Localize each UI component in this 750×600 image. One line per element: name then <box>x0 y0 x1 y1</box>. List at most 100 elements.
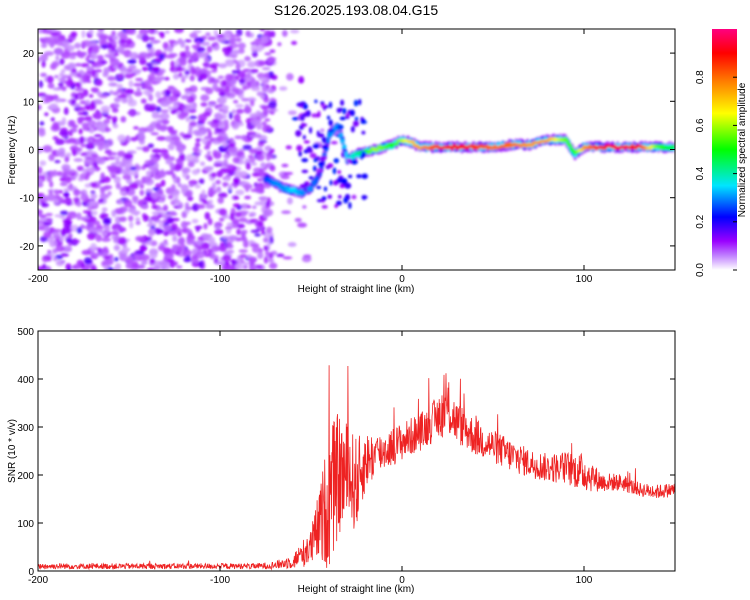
spectrogram-noise-blob <box>85 263 90 270</box>
spectrogram-noise-blob <box>250 99 255 107</box>
spectrogram-noise-blob <box>48 189 53 195</box>
spectrogram-noise-blob <box>227 170 235 177</box>
spectrogram-noise-blob <box>221 108 229 115</box>
spectrogram-noise-blob <box>158 220 164 229</box>
x-tick-label: -200 <box>28 274 48 285</box>
spectrogram-noise-blob <box>47 195 52 201</box>
spectrogram-transition-blob <box>323 186 328 192</box>
spectrogram-noise-blob <box>145 62 153 67</box>
spectrogram-noise-blob <box>263 233 271 239</box>
spectrogram-noise-blob <box>207 36 217 41</box>
spectrogram-noise-blob <box>59 130 69 137</box>
spectrogram-noise-blob <box>255 153 265 162</box>
spectrogram-noise-blob <box>66 266 72 270</box>
spectrogram-noise-blob <box>185 116 190 122</box>
spectrogram-transition-blob <box>361 130 366 135</box>
spectrogram-noise-blob <box>48 153 55 162</box>
spectrogram-noise-blob <box>117 64 122 69</box>
spectrogram-transition-blob <box>356 174 362 179</box>
spectrogram-noise-blob <box>287 242 297 247</box>
spectrogram-noise-blob <box>198 260 204 269</box>
spectrogram-noise-blob <box>164 135 172 142</box>
spectrogram-transition-blob <box>353 99 359 107</box>
spectrogram-noise-blob <box>98 94 108 99</box>
spectrogram-noise-blob <box>242 239 249 248</box>
spectrogram-noise-blob <box>268 108 279 112</box>
spectrogram-noise-blob <box>191 218 199 224</box>
spectrogram-noise-blob <box>232 50 240 56</box>
spectrogram-noise-blob <box>100 136 105 142</box>
spectrogram-noise-blob <box>269 236 274 244</box>
colorbar-tick-label: 0.0 <box>695 263 706 277</box>
spectrogram-noise-blob <box>139 245 148 252</box>
spectrogram-noise-blob <box>170 223 178 231</box>
spectrogram-noise-blob <box>55 55 60 61</box>
spectrogram-noise-blob <box>267 57 275 64</box>
spectrogram-noise-blob <box>64 156 69 163</box>
spectrogram-noise-blob <box>238 217 248 223</box>
spectrogram-noise-blob <box>199 73 208 80</box>
spectrogram-transition-blob <box>341 151 346 158</box>
spectrogram-noise-blob <box>187 161 195 168</box>
spectrogram-noise-blob <box>135 220 141 226</box>
spectrogram-noise-blob <box>180 94 190 100</box>
spectrogram-noise-blob <box>76 165 84 172</box>
spectrogram-noise-blob <box>80 152 88 157</box>
spectrogram-noise-blob <box>148 219 153 224</box>
spectrogram-noise-blob <box>67 212 78 219</box>
spectrogram-transition-blob <box>348 202 352 209</box>
spectrogram-noise-blob <box>38 166 43 175</box>
spectrogram-noise-blob <box>224 73 233 82</box>
spectrogram-noise-blob <box>215 179 221 185</box>
spectrogram-noise-blob <box>238 249 248 253</box>
spectrogram-noise-blob <box>184 88 193 92</box>
spectrogram-noise-blob <box>93 161 98 169</box>
spectrogram-noise-blob <box>60 52 71 59</box>
spectrogram-noise-blob <box>256 72 266 79</box>
x-tick-label: 100 <box>576 274 593 285</box>
spectrogram-noise-blob <box>245 162 251 170</box>
spectrogram-noise-blob <box>82 75 89 83</box>
spectrogram-transition-blob <box>338 175 344 179</box>
spectrogram-noise-blob <box>268 252 274 260</box>
spectrogram-noise-blob <box>201 189 206 197</box>
spectrogram-transition-blob <box>330 140 338 145</box>
spectrogram-noise-blob <box>261 84 268 92</box>
spectrogram-transition-blob <box>336 124 344 130</box>
spectrogram-noise-blob <box>104 258 114 266</box>
spectrogram-noise-blob <box>38 29 44 34</box>
spectrogram-noise-blob <box>38 104 42 111</box>
spectrogram-noise-blob <box>235 37 242 43</box>
colorbar-tick-label: 0.4 <box>695 166 706 180</box>
spectrogram-transition-blob <box>361 118 366 124</box>
spectrogram-noise-blob <box>153 39 161 43</box>
spectrogram-transition-blob <box>343 197 349 204</box>
spectrogram-noise-blob <box>250 229 260 234</box>
spectrogram-noise-blob <box>286 73 294 81</box>
spectrogram-noise-blob <box>173 101 179 110</box>
spectrogram-noise-blob <box>129 166 137 171</box>
spectrogram-noise-blob <box>39 53 49 62</box>
spectrogram-noise-blob <box>108 156 116 160</box>
spectrogram-noise-blob <box>173 193 179 201</box>
spectrogram-noise-blob <box>53 198 60 204</box>
spectrogram-noise-blob <box>79 191 85 195</box>
spectrogram-noise-blob <box>144 195 154 202</box>
spectrogram-noise-blob <box>74 63 83 67</box>
spectrogram-noise-blob <box>302 205 307 209</box>
spectrogram-noise-blob <box>258 112 265 120</box>
spectrogram-noise-blob <box>189 32 198 39</box>
spectrogram-noise-blob <box>185 192 193 198</box>
spectrogram-noise-blob <box>130 136 138 142</box>
spectrogram-transition-blob <box>360 153 364 160</box>
spectrogram-noise-blob <box>52 231 60 238</box>
spectrogram-noise-blob <box>63 188 70 192</box>
spectrogram-noise-blob <box>181 167 191 174</box>
spectrogram-noise-blob <box>78 106 86 112</box>
spectrogram-noise-blob <box>38 218 47 222</box>
spectrogram-transition-blob <box>310 183 314 187</box>
spectrogram-transition-blob <box>347 174 353 179</box>
spectrogram-noise-blob <box>177 182 182 188</box>
spectrogram-noise-blob <box>250 118 259 126</box>
spectrogram-noise-blob <box>93 111 103 120</box>
